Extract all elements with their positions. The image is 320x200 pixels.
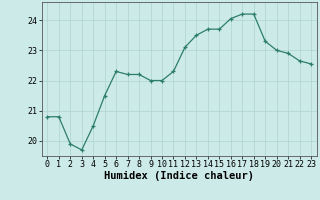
X-axis label: Humidex (Indice chaleur): Humidex (Indice chaleur) (104, 171, 254, 181)
